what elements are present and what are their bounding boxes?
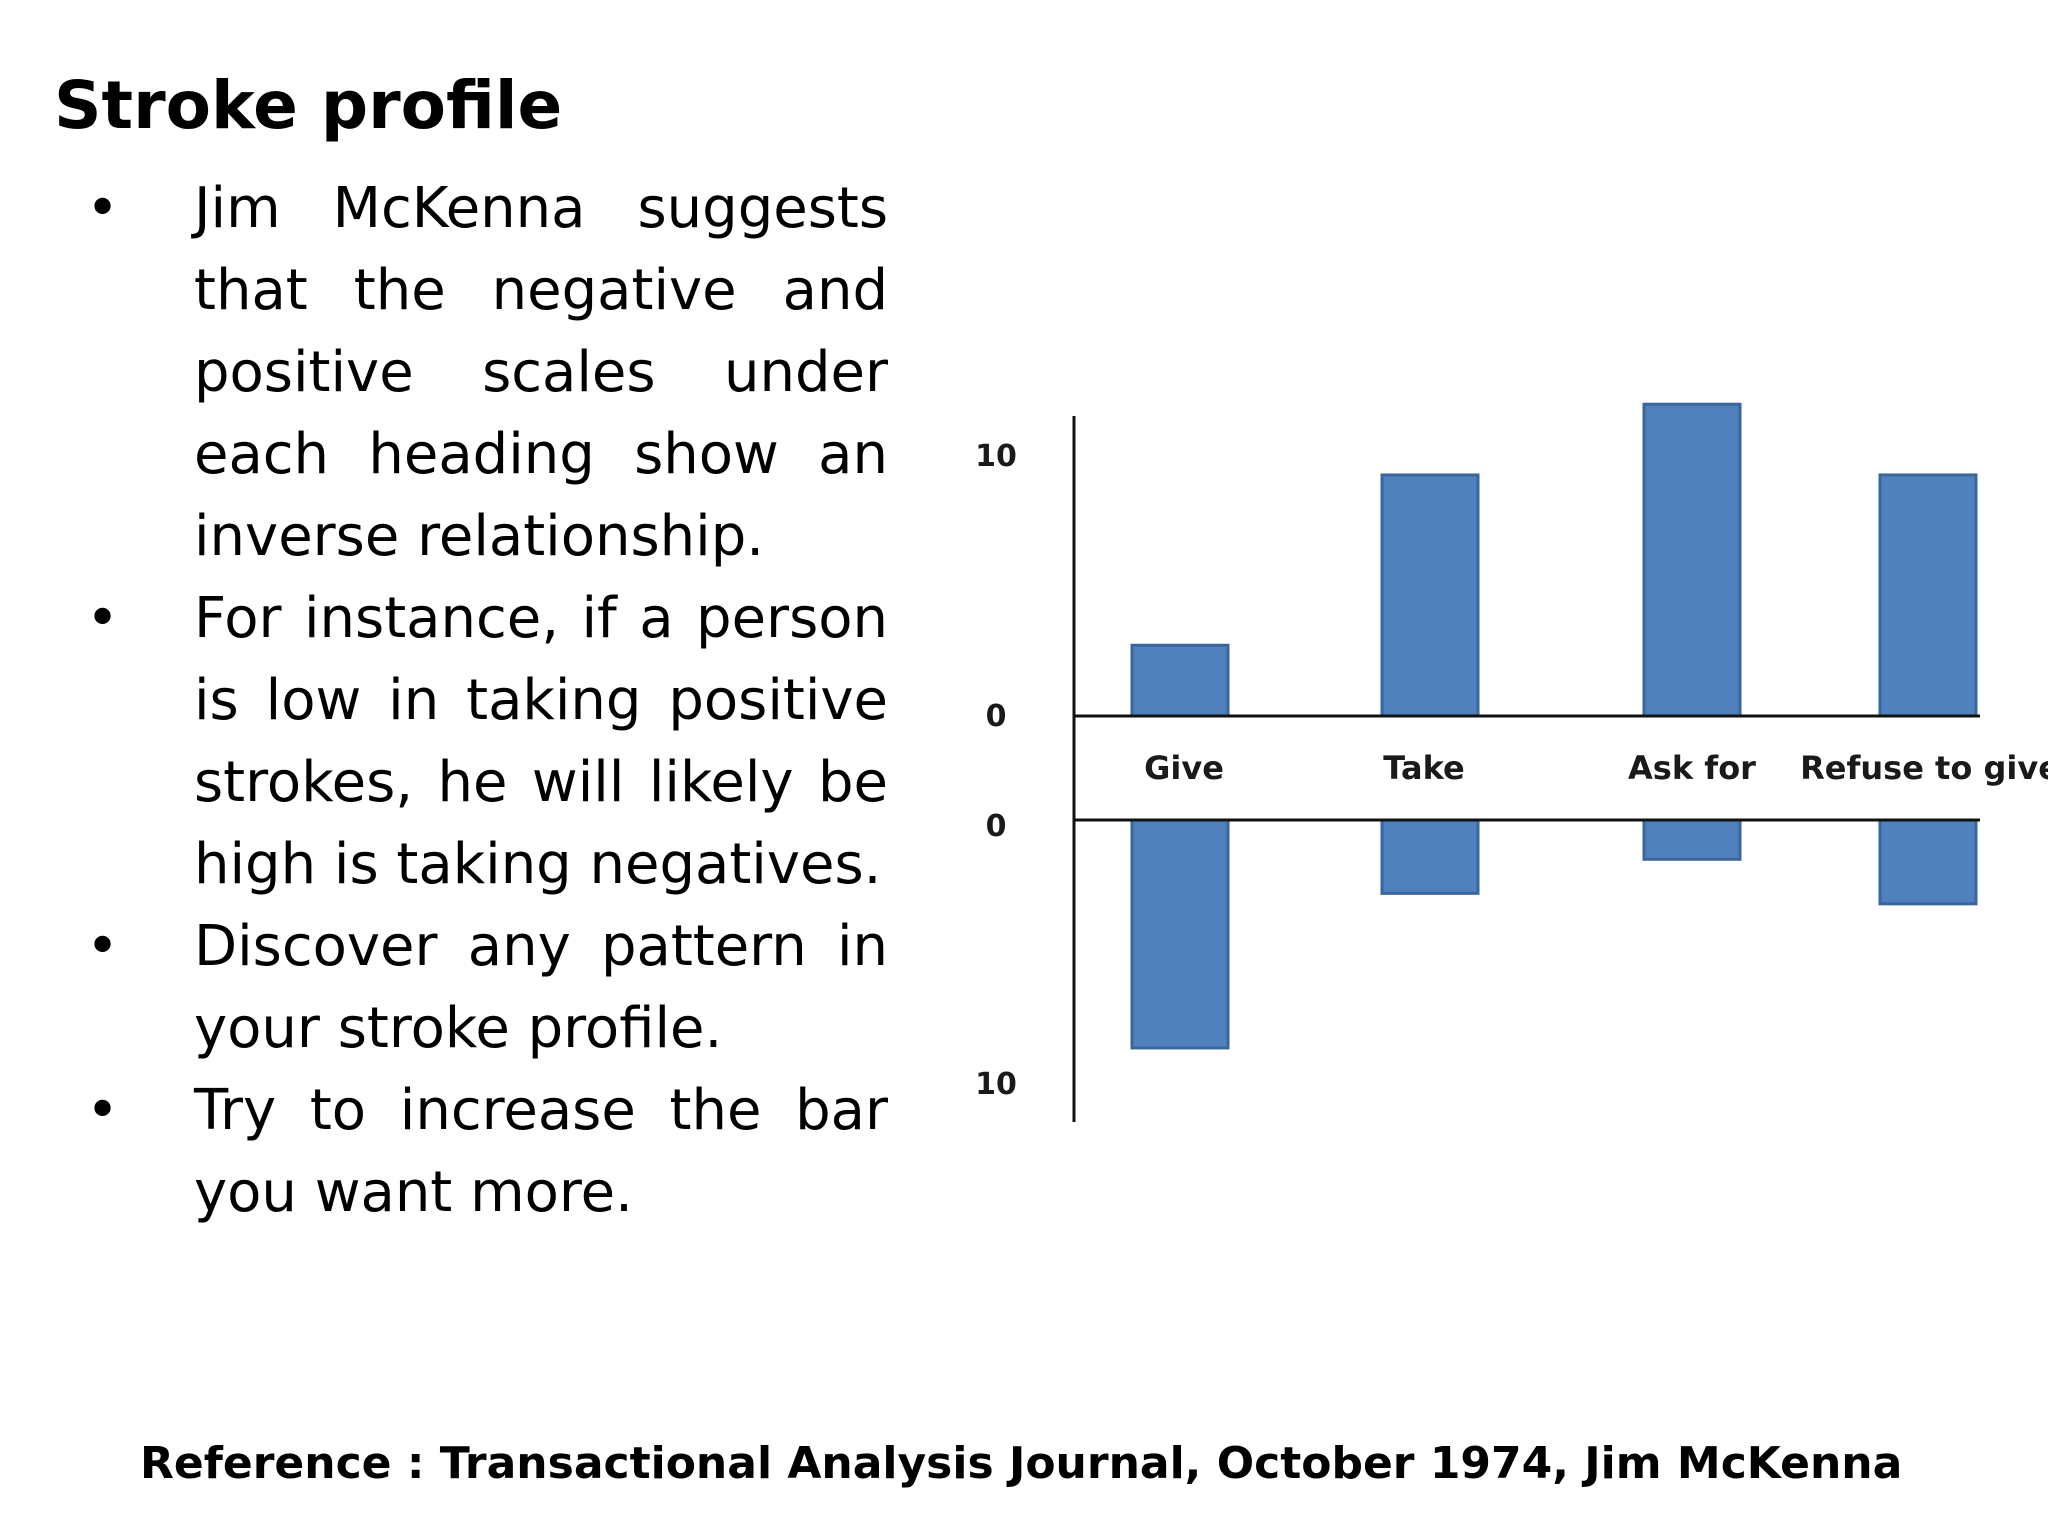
positive-bar: [1130, 643, 1230, 718]
category-label: Refuse to give: [1800, 749, 2048, 787]
negative-bar: [1130, 818, 1230, 1050]
y-tick-label: 10: [975, 439, 1017, 474]
bullet-item: • Jim McKenna suggests that the negative …: [82, 168, 888, 578]
negative-bar: [1380, 818, 1480, 895]
positive-bar: [1642, 402, 1742, 718]
chart-svg: 10 0 0 10 Give Take Ask for Refuse to give: [975, 402, 2048, 1122]
bullet-text: Discover any pattern in your stroke prof…: [194, 914, 888, 1061]
bullet-dot-icon: •: [86, 1078, 120, 1143]
y-tick-label: 10: [975, 1067, 1017, 1102]
bullet-text: Try to increase the bar you want more.: [194, 1078, 888, 1225]
positive-bar: [1878, 473, 1978, 718]
negative-bar: [1642, 818, 1742, 861]
bullet-list: • Jim McKenna suggests that the negative …: [82, 168, 888, 1234]
bullet-text: For instance, if a person is low in taki…: [194, 586, 888, 897]
bullet-dot-icon: •: [86, 914, 120, 979]
stroke-profile-chart: 10 0 0 10 Give Take Ask for Refuse to give: [940, 380, 2048, 1180]
bullet-dot-icon: •: [86, 176, 120, 241]
bullet-dot-icon: •: [86, 586, 120, 651]
reference-citation: Reference : Transactional Analysis Journ…: [140, 1438, 1903, 1489]
category-label: Give: [1144, 749, 1224, 787]
bullet-item: • Try to increase the bar you want more.: [82, 1070, 888, 1234]
slide-title: Stroke profile: [54, 67, 563, 144]
y-tick-label: 0: [986, 699, 1007, 734]
y-tick-label: 0: [986, 809, 1007, 844]
category-label: Take: [1383, 749, 1464, 787]
bullet-text: Jim McKenna suggests that the negative a…: [194, 176, 888, 569]
negative-bar: [1878, 818, 1978, 906]
bullet-item: • For instance, if a person is low in tak…: [82, 578, 888, 906]
bullet-item: • Discover any pattern in your stroke pro…: [82, 906, 888, 1070]
positive-bar: [1380, 473, 1480, 718]
category-label: Ask for: [1628, 749, 1756, 787]
